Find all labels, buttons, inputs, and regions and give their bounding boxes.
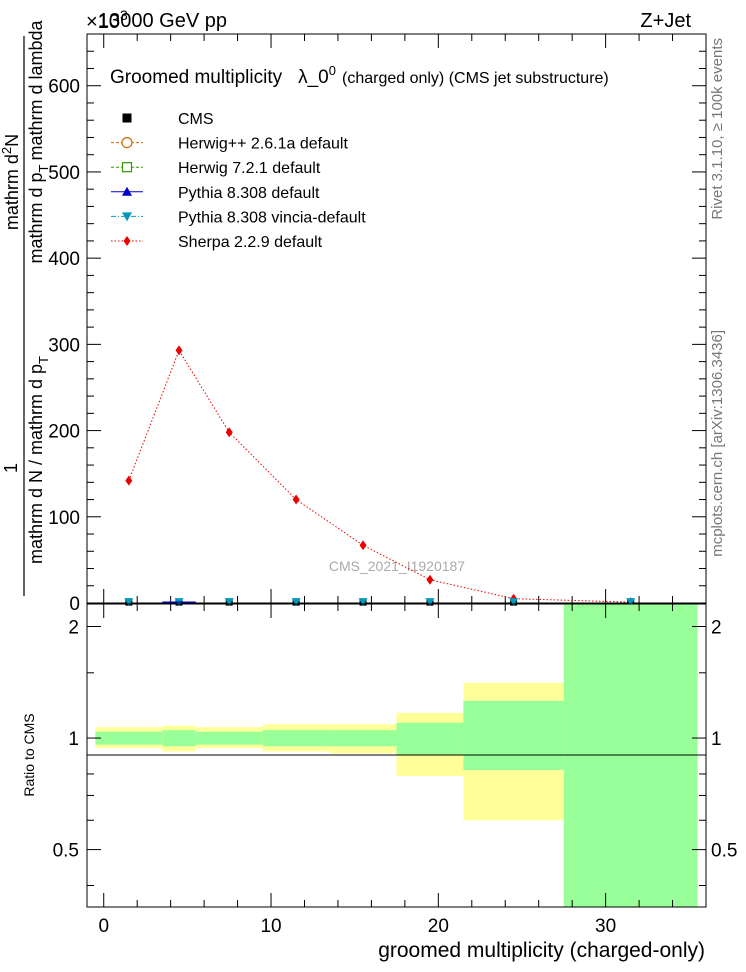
ylabel-numerator-line2: mathrm d pTmathrm d lambda bbox=[26, 19, 51, 263]
y-tick-label: 400 bbox=[48, 249, 80, 270]
vincia-point bbox=[124, 598, 134, 607]
rivet-side-label: Rivet 3.1.10, ≥ 100k events bbox=[709, 38, 726, 220]
ratio-green-band bbox=[329, 730, 397, 747]
ratio-y-tick-label-right: 2 bbox=[711, 617, 722, 638]
vincia-point bbox=[509, 598, 519, 607]
process-label: Z+Jet bbox=[640, 10, 691, 32]
vincia-point bbox=[626, 598, 636, 607]
sherpa-point bbox=[125, 475, 133, 486]
ratio-y-tick-label: 1 bbox=[68, 729, 79, 750]
ratio-y-tick-label-right: 0.5 bbox=[711, 841, 737, 862]
ratio-green-band bbox=[262, 730, 330, 747]
vincia-point bbox=[425, 598, 435, 607]
ratio-bands bbox=[95, 604, 698, 907]
ratio-y-label: Ratio to CMS bbox=[21, 713, 37, 796]
sherpa-point bbox=[292, 494, 300, 505]
ratio-green-band bbox=[162, 730, 196, 747]
ratio-axes: 0.5 0.51 12 20 10 20 30 bbox=[53, 604, 737, 937]
sherpa-point bbox=[225, 427, 233, 438]
x-tick-label: 20 bbox=[428, 916, 449, 937]
y-tick-label: 600 bbox=[48, 77, 80, 98]
ratio-green-band bbox=[463, 700, 564, 770]
ylabel-numerator-line1: mathrm d2N bbox=[0, 134, 22, 230]
legend-label: Herwig 7.2.1 default bbox=[178, 160, 321, 177]
ratio-green-band bbox=[195, 731, 263, 745]
legend-label: CMS bbox=[178, 111, 214, 128]
legend-marker bbox=[122, 212, 132, 222]
legend-marker bbox=[122, 113, 132, 123]
y-tick-label: 100 bbox=[48, 508, 80, 529]
legend-label: Pythia 8.308 default bbox=[178, 185, 320, 202]
legend-marker bbox=[121, 162, 133, 173]
beam-label: 13000 GeV pp bbox=[98, 10, 227, 32]
x-axis-label: groomed multiplicity (charged-only) bbox=[378, 939, 705, 962]
ratio-y-tick-label: 0.5 bbox=[53, 841, 79, 862]
legend-marker bbox=[123, 236, 131, 246]
sherpa-point bbox=[426, 574, 434, 585]
sherpa-point bbox=[359, 540, 367, 551]
legend-label: Herwig++ 2.6.1a default bbox=[178, 136, 348, 153]
y-tick-label: 300 bbox=[48, 335, 80, 356]
vincia-point bbox=[224, 598, 234, 607]
main-y-label: 1 mathrm d N / mathrm d pT mathrm d2N ma… bbox=[0, 19, 51, 596]
ratio-y-tick-label-right: 1 bbox=[711, 729, 722, 750]
legend-label: Sherpa 2.2.9 default bbox=[178, 234, 323, 251]
legend-marker bbox=[122, 186, 132, 196]
legend-marker bbox=[121, 137, 133, 149]
vincia-point bbox=[291, 598, 301, 607]
svg-text:1: 1 bbox=[1, 463, 21, 473]
x-tick-label: 10 bbox=[260, 916, 281, 937]
y-tick-label: 0 bbox=[69, 594, 80, 615]
chart-title: Groomed multiplicity λ_00 (charged only) (… bbox=[110, 63, 609, 88]
legend-label: Pythia 8.308 vincia-default bbox=[178, 209, 366, 226]
y-tick-label: 200 bbox=[48, 422, 80, 443]
ratio-green-band bbox=[396, 722, 464, 756]
ylabel-denominator: mathrm d N / mathrm d pT bbox=[26, 356, 51, 564]
legend: CMS Herwig++ 2.6.1a default Herwig 7.2.1 d… bbox=[111, 111, 366, 251]
mcplots-side-label: mcplots.cern.ch [arXiv:1306.3436] bbox=[709, 330, 726, 557]
main-axes: 0 100 200 300 400 500 600 bbox=[48, 34, 706, 615]
x-tick-label: 0 bbox=[98, 916, 109, 937]
sherpa-point bbox=[175, 345, 183, 356]
analysis-watermark: CMS_2021_I1920187 bbox=[329, 558, 465, 574]
exponent-label: ×103 bbox=[86, 7, 128, 33]
main-panel-frame bbox=[86, 33, 707, 604]
x-tick-label: 30 bbox=[595, 916, 616, 937]
y-tick-label: 500 bbox=[48, 163, 80, 184]
ratio-y-tick-label: 2 bbox=[68, 617, 79, 638]
ratio-green-band bbox=[95, 731, 163, 745]
vincia-point bbox=[358, 598, 368, 607]
